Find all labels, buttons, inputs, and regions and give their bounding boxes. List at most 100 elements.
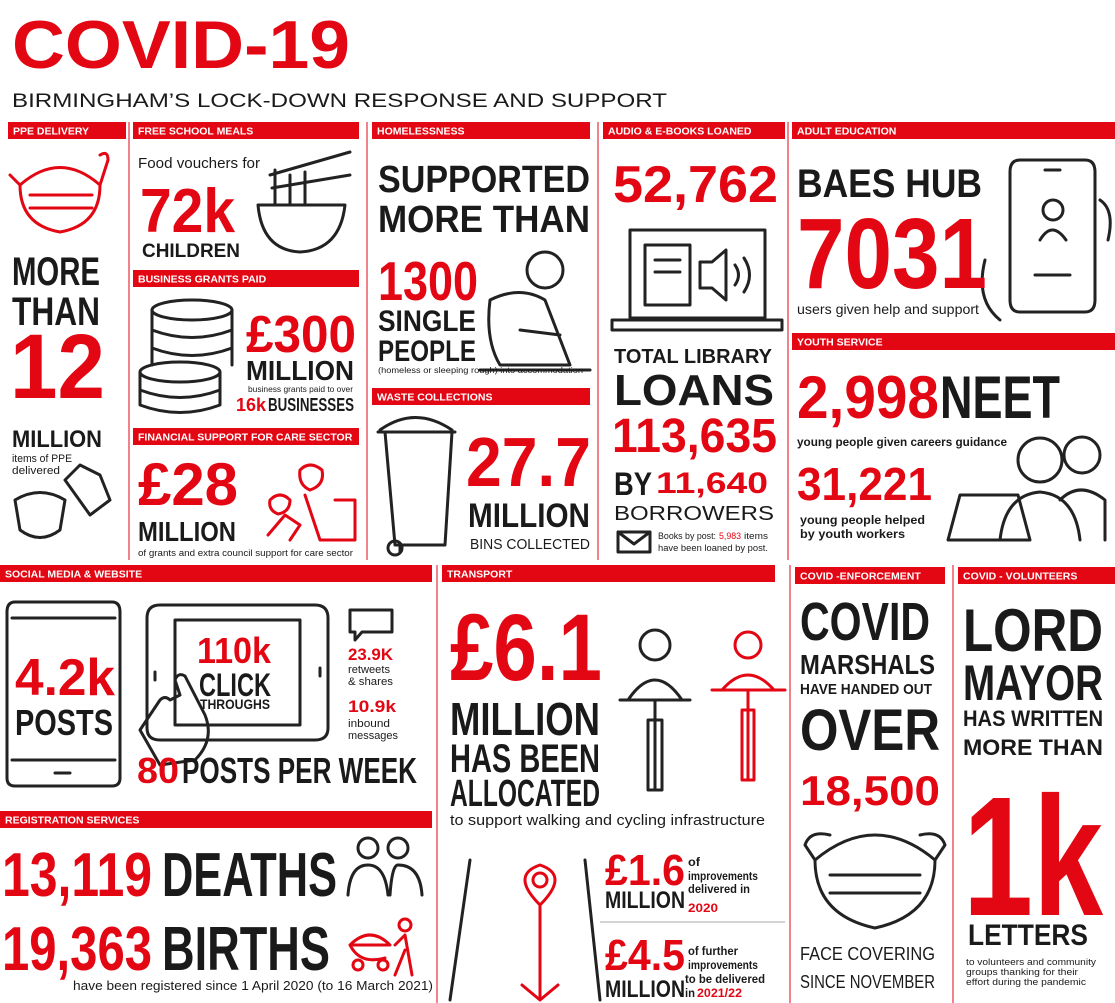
info-text: have been loaned by post. bbox=[658, 543, 768, 553]
section-header-bar bbox=[442, 565, 775, 582]
section-header: TRANSPORT bbox=[447, 569, 513, 581]
info-text: MILLION bbox=[138, 516, 236, 547]
section-header: FINANCIAL SUPPORT FOR CARE SECTOR bbox=[138, 432, 353, 444]
dividers bbox=[128, 122, 954, 1003]
info-text: BAES HUB bbox=[797, 162, 982, 206]
info-text: OVER bbox=[800, 698, 940, 763]
info-text: delivered bbox=[12, 465, 60, 477]
info-text: SUPPORTED bbox=[378, 159, 590, 201]
info-text: BINS COLLECTED bbox=[470, 536, 590, 553]
info-text: MILLION bbox=[468, 497, 590, 535]
section-header-bar bbox=[372, 388, 590, 405]
info-text: THROUGHS bbox=[200, 696, 270, 712]
info-text: 72k bbox=[140, 177, 235, 246]
info-text: MORE THAN bbox=[963, 735, 1103, 760]
info-text: 113,635 bbox=[612, 410, 777, 463]
info-text: MILLION bbox=[605, 887, 685, 914]
section-header-bar bbox=[372, 122, 590, 139]
info-text: NEET bbox=[940, 364, 1060, 431]
section-header: YOUTH SERVICE bbox=[797, 337, 883, 349]
info-text: improvements bbox=[688, 869, 758, 883]
section-header: COVID -ENFORCEMENT bbox=[800, 571, 921, 583]
section-header-bar bbox=[792, 333, 1115, 350]
info-text: ALLOCATED bbox=[450, 773, 600, 815]
info-text: in bbox=[685, 986, 695, 1000]
info-text: 11,640 bbox=[656, 467, 768, 500]
info-text: SINCE NOVEMBER bbox=[800, 972, 935, 992]
info-text: MILLION bbox=[246, 355, 354, 386]
info-text: COVID bbox=[800, 592, 930, 652]
section-header: FREE SCHOOL MEALS bbox=[138, 126, 253, 138]
info-text: of grants and extra council support for … bbox=[138, 548, 353, 558]
info-text: groups thanking for their bbox=[966, 967, 1078, 977]
info-text: young people given careers guidance bbox=[797, 435, 1007, 449]
info-text: 16k bbox=[236, 395, 267, 415]
info-text: DEATHS bbox=[162, 841, 337, 910]
section-header: HOMELESSNESS bbox=[377, 126, 465, 138]
info-text: BY bbox=[614, 466, 652, 502]
title: COVID-19 bbox=[12, 7, 350, 83]
info-text: inbound bbox=[348, 718, 390, 730]
info-text: 19,363 bbox=[2, 915, 152, 984]
info-text: £1.6 bbox=[605, 846, 685, 895]
info-text: HAVE HANDED OUT bbox=[800, 681, 932, 698]
section-header: REGISTRATION SERVICES bbox=[5, 815, 139, 827]
info-text: LOANS bbox=[614, 366, 774, 415]
info-text: 5,983 bbox=[719, 531, 741, 541]
info-text: of bbox=[688, 855, 701, 869]
info-text: effort during the pandemic bbox=[966, 977, 1087, 987]
info-text: SINGLE bbox=[378, 305, 476, 338]
info-text: TOTAL LIBRARY bbox=[614, 346, 773, 368]
info-text: MILLION bbox=[12, 426, 102, 453]
info-text: have been registered since 1 April 2020 … bbox=[73, 978, 433, 993]
info-text: messages bbox=[348, 730, 398, 742]
section-header-bar bbox=[133, 122, 359, 139]
info-text: Books by post: bbox=[658, 531, 716, 541]
info-text: MORE bbox=[12, 250, 100, 294]
section-header-bar bbox=[958, 567, 1115, 584]
info-text: CHILDREN bbox=[142, 241, 240, 262]
info-text: THAN bbox=[12, 290, 100, 334]
info-text: 13,119 bbox=[2, 841, 152, 910]
section-header: ADULT EDUCATION bbox=[797, 126, 896, 138]
info-text: 27.7 bbox=[466, 423, 591, 501]
info-text: young people helped bbox=[800, 513, 925, 527]
info-text: PEOPLE bbox=[378, 335, 476, 368]
info-text: 23.9K bbox=[348, 645, 394, 664]
section-header: AUDIO & E-BOOKS LOANED bbox=[608, 126, 752, 138]
info-text: 80 bbox=[137, 750, 179, 791]
section-header-bar bbox=[0, 811, 432, 828]
section-header: PPE DELIVERY bbox=[13, 126, 89, 138]
subtitle: BIRMINGHAM’S LOCK-DOWN RESPONSE AND SUPP… bbox=[12, 91, 667, 112]
section-header-bar bbox=[133, 270, 359, 287]
info-text: CLICK bbox=[199, 667, 271, 703]
info-text: £300 bbox=[246, 306, 356, 364]
info-text: MILLION bbox=[450, 693, 600, 745]
section-header-bar bbox=[133, 428, 359, 445]
info-text: 1k bbox=[963, 762, 1103, 952]
section-header-bar bbox=[792, 122, 1115, 139]
info-text: 2021/22 bbox=[697, 986, 742, 1000]
info-text: POSTS PER WEEK bbox=[182, 750, 417, 791]
info-text: of further bbox=[688, 944, 738, 958]
info-text: to be delivered bbox=[685, 972, 765, 986]
info-text: POSTS bbox=[15, 702, 113, 743]
info-text: 1300 bbox=[378, 250, 478, 312]
section-header: WASTE COLLECTIONS bbox=[377, 392, 493, 404]
info-text: items of PPE bbox=[12, 453, 72, 465]
info-text: to support walking and cycling infrastru… bbox=[450, 812, 765, 829]
info-text: 52,762 bbox=[613, 156, 778, 214]
info-text: LETTERS bbox=[968, 919, 1088, 952]
info-text: items bbox=[744, 531, 769, 541]
info-text: (homeless or sleeping rough) into accomm… bbox=[378, 366, 583, 375]
section-header-bar bbox=[795, 567, 945, 584]
info-text: BIRTHS bbox=[162, 915, 330, 984]
info-text: BORROWERS bbox=[614, 503, 774, 525]
section-header-bar bbox=[8, 122, 126, 139]
info-text: MILLION bbox=[605, 976, 685, 1003]
info-text: 2020 bbox=[688, 901, 718, 915]
info-text: to volunteers and community bbox=[966, 957, 1097, 967]
info-text: FACE COVERING bbox=[800, 944, 935, 964]
info-text: LORD bbox=[963, 597, 1103, 664]
